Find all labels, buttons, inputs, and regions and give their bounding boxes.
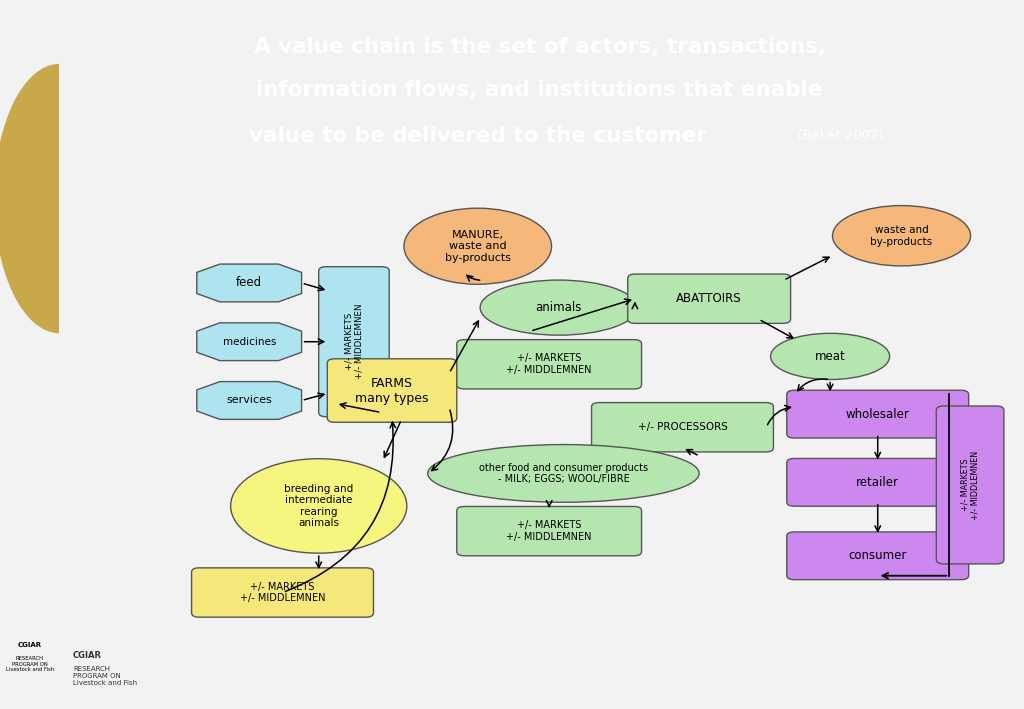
Text: wholesaler: wholesaler: [846, 408, 909, 420]
Text: consumer: consumer: [849, 549, 907, 562]
Ellipse shape: [428, 445, 699, 502]
Ellipse shape: [230, 459, 407, 553]
FancyBboxPatch shape: [318, 267, 389, 417]
Text: other food and consumer products
- MILK; EGGS; WOOL/FIBRE: other food and consumer products - MILK;…: [479, 462, 648, 484]
Text: CGIAR: CGIAR: [17, 642, 42, 648]
Text: information flows, and institutions that enable: information flows, and institutions that…: [256, 80, 823, 100]
Text: medicines: medicines: [222, 337, 275, 347]
FancyBboxPatch shape: [191, 568, 374, 617]
FancyBboxPatch shape: [328, 359, 457, 423]
Ellipse shape: [403, 208, 552, 284]
Ellipse shape: [833, 206, 971, 266]
FancyBboxPatch shape: [592, 403, 773, 452]
Text: ABATTOIRS: ABATTOIRS: [676, 292, 742, 305]
Text: +/- MARKETS
+/- MIDDLEMNEN: +/- MARKETS +/- MIDDLEMNEN: [507, 520, 592, 542]
FancyBboxPatch shape: [936, 406, 1004, 564]
Text: RESEARCH
PROGRAM ON
Livestock and Fish: RESEARCH PROGRAM ON Livestock and Fish: [5, 656, 54, 672]
Text: feed: feed: [237, 277, 262, 289]
Polygon shape: [197, 381, 301, 419]
Text: +/- MARKETS
+/- MIDDLEMNEN: +/- MARKETS +/- MIDDLEMNEN: [240, 581, 326, 603]
Text: breeding and
intermediate
rearing
animals: breeding and intermediate rearing animal…: [284, 484, 353, 528]
Text: (Baker 2007): (Baker 2007): [794, 129, 884, 142]
Text: +/- MARKETS
+/- MIDDLEMNEN: +/- MARKETS +/- MIDDLEMNEN: [507, 354, 592, 375]
FancyBboxPatch shape: [786, 532, 969, 580]
FancyBboxPatch shape: [786, 390, 969, 438]
Text: animals: animals: [536, 301, 582, 314]
Ellipse shape: [0, 64, 125, 333]
Polygon shape: [197, 264, 301, 302]
Text: +/- MARKETS
+/- MIDDLEMNEN: +/- MARKETS +/- MIDDLEMNEN: [961, 450, 980, 520]
FancyBboxPatch shape: [628, 274, 791, 323]
Text: +/- MARKETS
+/- MIDDLEMNEN: +/- MARKETS +/- MIDDLEMNEN: [344, 304, 364, 379]
FancyBboxPatch shape: [457, 340, 642, 389]
Ellipse shape: [480, 280, 637, 335]
Text: CGIAR: CGIAR: [73, 651, 102, 660]
Text: RESEARCH
PROGRAM ON
Livestock and Fish: RESEARCH PROGRAM ON Livestock and Fish: [73, 666, 137, 686]
Polygon shape: [197, 323, 301, 361]
Text: retailer: retailer: [856, 476, 899, 489]
Text: FARMS
many types: FARMS many types: [355, 376, 429, 405]
Text: meat: meat: [815, 350, 846, 363]
Text: +/- PROCESSORS: +/- PROCESSORS: [638, 423, 727, 432]
Ellipse shape: [771, 333, 890, 379]
Text: A value chain is the set of actors, transactions,: A value chain is the set of actors, tran…: [254, 37, 825, 57]
Text: waste and
by-products: waste and by-products: [870, 225, 933, 247]
Text: MANURE,
waste and
by-products: MANURE, waste and by-products: [444, 230, 511, 263]
FancyBboxPatch shape: [786, 459, 969, 506]
Text: services: services: [226, 396, 272, 406]
FancyBboxPatch shape: [457, 506, 642, 556]
Text: value to be delivered to the customer: value to be delivered to the customer: [249, 125, 707, 145]
